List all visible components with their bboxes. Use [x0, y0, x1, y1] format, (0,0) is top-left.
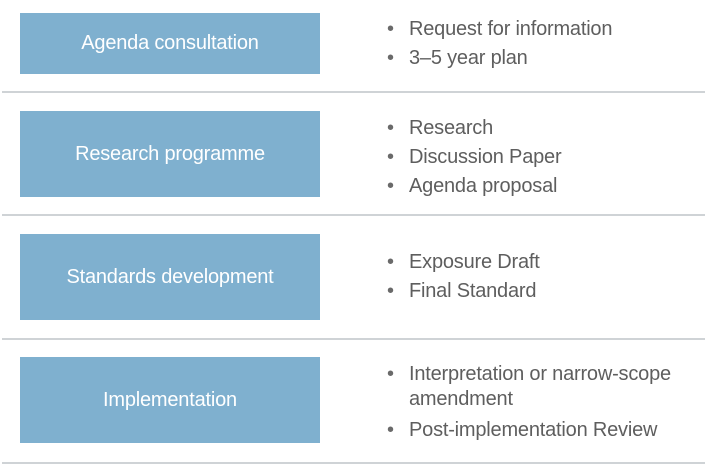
list-item: • Exposure Draft: [387, 248, 540, 277]
section-divider: [2, 91, 705, 93]
bullet-icon: •: [387, 47, 394, 69]
bullet-icon: •: [387, 146, 394, 168]
stage-label: Research programme: [75, 142, 265, 165]
stage-box-implementation: Implementation: [20, 357, 320, 443]
list-item: • Interpretation or narrow-scope amendmen…: [387, 362, 687, 412]
stage-items-list: • Exposure Draft • Final Standard: [387, 248, 540, 306]
bullet-icon: •: [387, 18, 394, 40]
stage-label: Implementation: [103, 388, 237, 411]
section-divider: [2, 214, 705, 216]
section-divider: [2, 338, 705, 340]
stage-label: Agenda consultation: [81, 32, 259, 54]
item-text: Discussion Paper: [409, 146, 562, 168]
stage-box-agenda-consultation: Agenda consultation: [20, 13, 320, 74]
list-item: • 3–5 year plan: [387, 44, 612, 73]
list-item: • Research: [387, 114, 561, 143]
item-text: Interpretation or narrow-scope amendment: [409, 363, 671, 410]
bullet-icon: •: [387, 117, 394, 139]
item-text: Exposure Draft: [409, 251, 540, 273]
item-text: 3–5 year plan: [409, 47, 528, 69]
list-item: • Request for information: [387, 15, 612, 44]
item-text: Agenda proposal: [409, 175, 558, 197]
list-item: • Final Standard: [387, 277, 540, 306]
item-text: Post-implementation Review: [409, 419, 658, 441]
item-text: Research: [409, 117, 493, 139]
bullet-icon: •: [387, 363, 394, 385]
list-item: • Agenda proposal: [387, 172, 561, 201]
stage-box-research-programme: Research programme: [20, 111, 320, 197]
stage-label: Standards development: [66, 265, 274, 288]
stage-items-list: • Request for information • 3–5 year plan: [387, 15, 612, 73]
item-text: Request for information: [409, 18, 613, 40]
item-text: Final Standard: [409, 280, 537, 302]
stage-box-standards-development: Standards development: [20, 234, 320, 320]
bullet-icon: •: [387, 175, 394, 197]
list-item: • Discussion Paper: [387, 143, 562, 172]
bullet-icon: •: [387, 280, 394, 302]
bullet-icon: •: [387, 251, 394, 273]
stage-items-list: • Research • Discussion Paper • Agenda prop…: [387, 114, 562, 201]
bullet-icon: •: [387, 419, 394, 441]
stage-items-list: • Interpretation or narrow-scope amendmen…: [387, 362, 687, 445]
section-divider: [2, 462, 705, 464]
list-item: • Post-implementation Review: [387, 416, 687, 445]
